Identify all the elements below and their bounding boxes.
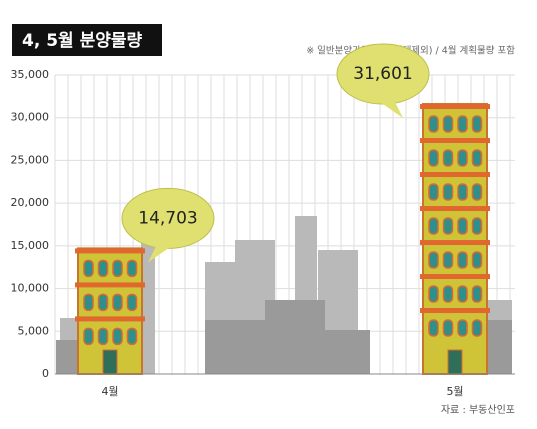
floor-band [420,138,490,144]
window [471,285,483,303]
y-tick-label: 25,000 [11,153,50,166]
window [471,183,483,201]
x-tick-label: 5월 [446,385,463,398]
door [102,349,118,375]
y-tick-label: 15,000 [11,239,50,252]
window [428,251,439,269]
window [442,319,454,337]
window [112,327,123,346]
window [126,259,138,278]
window [471,319,483,337]
window [457,115,468,133]
window [457,251,468,269]
bubble-tail [148,242,174,263]
window [442,251,454,269]
window [112,293,123,312]
window [83,259,94,278]
x-tick-label: 4월 [101,385,118,398]
window [83,327,94,346]
window [471,149,483,167]
window [428,149,439,167]
window [126,293,138,312]
y-tick-label: 35,000 [11,68,50,81]
floor-band [75,248,145,254]
window [83,293,94,312]
y-tick-label: 10,000 [11,282,50,295]
window [457,149,468,167]
y-tick-label: 5,000 [18,324,50,337]
window [112,259,123,278]
floor-band [420,308,490,314]
window [442,115,454,133]
window [428,183,439,201]
door [447,349,463,375]
floor-band [420,240,490,246]
y-tick-label: 0 [42,367,49,380]
bubble-tail [377,98,403,119]
floor-band [75,316,145,322]
window [442,285,454,303]
floor-band [420,274,490,280]
window [471,251,483,269]
floor-band [420,104,490,110]
chart-title: 4, 5월 분양물량 [22,31,143,51]
window [97,327,109,346]
y-tick-label: 30,000 [11,111,50,124]
window [97,259,109,278]
window [126,327,138,346]
source: 자료 : 부동산인포 [441,404,515,416]
window [428,217,439,235]
window [442,217,454,235]
window [457,217,468,235]
window [471,115,483,133]
floor-band [75,282,145,288]
window [428,285,439,303]
floor-band [420,172,490,178]
y-tick-label: 20,000 [11,196,50,209]
value-label: 14,703 [138,208,197,228]
floor-band [420,206,490,212]
window [471,217,483,235]
window [97,293,109,312]
window [457,285,468,303]
window [428,319,439,337]
window [442,149,454,167]
value-label: 31,601 [353,64,412,84]
title-box [12,24,162,56]
window [442,183,454,201]
window [428,115,439,133]
window [457,183,468,201]
window [457,319,468,337]
